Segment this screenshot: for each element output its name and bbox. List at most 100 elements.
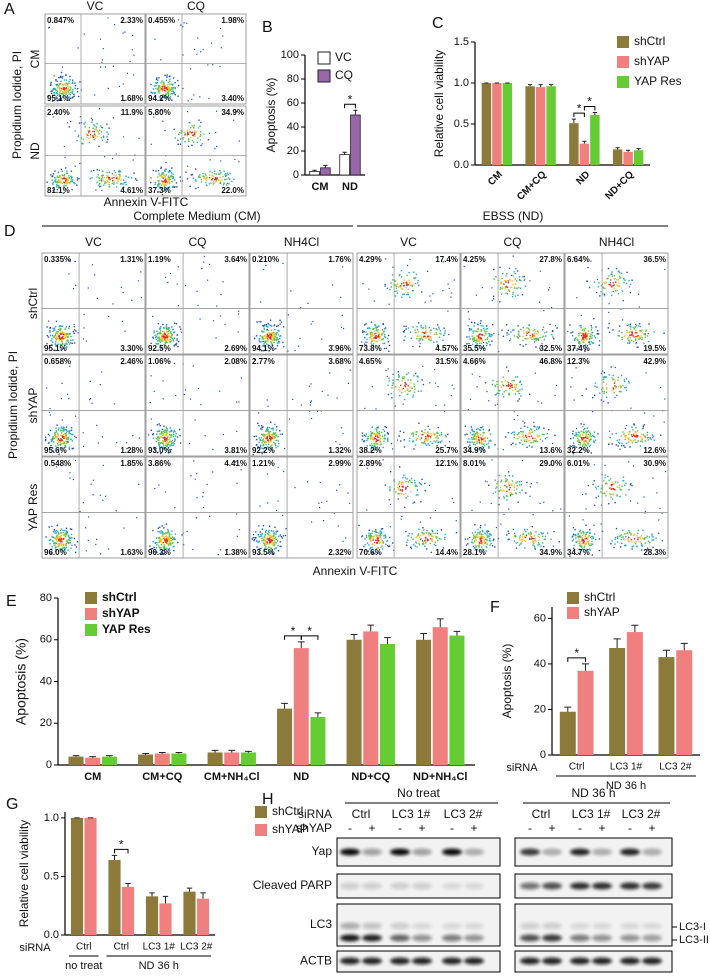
cell-dot <box>338 526 339 527</box>
cell-dot <box>49 540 50 541</box>
cell-dot <box>256 439 257 440</box>
cell-dot <box>418 331 419 332</box>
cell-dot <box>78 135 79 136</box>
cell-dot <box>398 389 399 390</box>
quadrant-label: 4.61% <box>120 186 143 195</box>
cell-dot <box>401 288 402 289</box>
cell-dot <box>486 325 487 326</box>
cell-dot <box>280 534 281 535</box>
cell-dot <box>268 431 269 432</box>
cell-dot <box>285 528 286 529</box>
quadrant-label: 0.335% <box>44 255 71 264</box>
cell-dot <box>73 94 74 95</box>
cell-dot <box>640 326 641 327</box>
cell-dot <box>263 336 264 337</box>
cell-dot <box>108 549 109 550</box>
cell-dot <box>415 541 416 542</box>
quadrant-label: 31.5% <box>435 357 458 366</box>
cell-dot <box>170 171 171 172</box>
cell-dot <box>489 544 490 545</box>
cell-dot <box>264 440 265 441</box>
cell-dot <box>426 433 427 434</box>
cell-dot <box>178 305 179 306</box>
cell-dot <box>270 320 271 321</box>
cell-dot <box>635 332 636 333</box>
cell-dot <box>589 435 590 436</box>
cell-dot <box>507 287 508 288</box>
cell-dot <box>444 328 445 329</box>
cell-dot <box>275 348 276 349</box>
cell-dot <box>200 51 201 52</box>
cell-dot <box>361 536 362 537</box>
cell-dot <box>68 334 69 335</box>
cell-dot <box>329 372 330 373</box>
cell-dot <box>540 271 541 272</box>
cell-dot <box>56 535 57 536</box>
cell-dot <box>61 340 62 341</box>
cell-dot <box>265 336 266 337</box>
column-title: NH4Cl <box>599 235 634 249</box>
cell-dot <box>410 284 411 285</box>
cell-dot <box>168 171 169 172</box>
cell-dot <box>445 435 446 436</box>
cell-dot <box>509 268 510 269</box>
cell-dot <box>588 430 589 431</box>
cell-dot <box>74 82 75 83</box>
cell-dot <box>370 435 371 436</box>
cell-dot <box>596 387 597 388</box>
cell-dot <box>362 433 363 434</box>
cell-dot <box>67 86 68 87</box>
cell-dot <box>623 445 624 446</box>
cell-dot <box>552 443 553 444</box>
cell-dot <box>152 316 153 317</box>
cell-dot <box>341 427 342 428</box>
cell-dot <box>599 340 600 341</box>
cell-dot <box>636 347 637 348</box>
cell-dot <box>478 437 479 438</box>
cell-dot <box>376 328 377 329</box>
cell-dot <box>261 425 262 426</box>
cell-dot <box>267 326 268 327</box>
cell-dot <box>624 387 625 388</box>
cell-dot <box>474 538 475 539</box>
cell-dot <box>515 444 516 445</box>
cell-dot <box>50 85 51 86</box>
cell-dot <box>555 395 556 396</box>
cell-dot <box>72 89 73 90</box>
cell-dot <box>123 528 124 529</box>
cell-dot <box>116 176 117 177</box>
cell-dot <box>628 439 629 440</box>
cell-dot <box>519 492 520 493</box>
cell-dot <box>170 436 171 437</box>
cell-dot <box>53 441 54 442</box>
cell-dot <box>311 418 312 419</box>
cell-dot <box>275 339 276 340</box>
cell-dot <box>432 531 433 532</box>
cell-dot <box>177 80 178 81</box>
cell-dot <box>386 427 387 428</box>
cell-dot <box>108 316 109 317</box>
cell-dot <box>615 381 616 382</box>
cell-dot <box>172 440 173 441</box>
cell-dot <box>375 336 376 337</box>
cell-dot <box>409 440 410 441</box>
cell-dot <box>104 177 105 178</box>
cell-dot <box>71 537 72 538</box>
cell-dot <box>413 502 414 503</box>
cell-dot <box>55 326 56 327</box>
cell-dot <box>417 489 418 490</box>
cell-dot <box>375 540 376 541</box>
cell-dot <box>473 444 474 445</box>
cell-dot <box>620 277 621 278</box>
cell-dot <box>619 276 620 277</box>
cell-dot <box>481 439 482 440</box>
cell-dot <box>405 382 406 383</box>
cell-dot <box>276 510 277 511</box>
cell-dot <box>166 80 167 81</box>
cell-dot <box>400 440 401 441</box>
quadrant-label: 0.548% <box>44 459 71 468</box>
cell-dot <box>54 545 55 546</box>
cell-dot <box>508 382 509 383</box>
quadrant-label: 2.33% <box>120 16 143 25</box>
cell-dot <box>629 431 630 432</box>
